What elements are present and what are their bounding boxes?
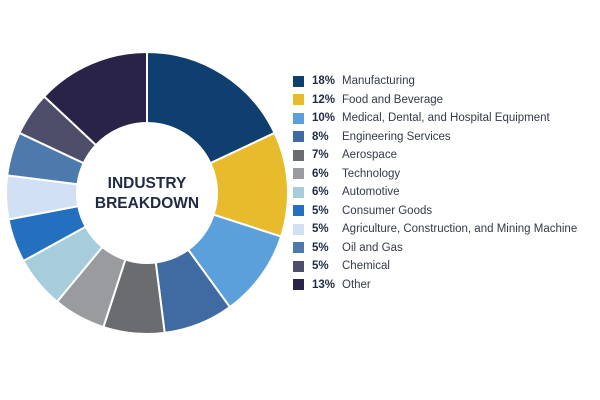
legend: 18% Manufacturing 12% Food and Beverage 10% M… xyxy=(293,72,598,294)
legend-percent: 5% xyxy=(312,241,329,254)
legend-item: 5% Consumer Goods xyxy=(293,202,598,221)
legend-item: 10% Medical, Dental, and Hospital Equipme… xyxy=(293,109,598,128)
legend-percent: 12% xyxy=(312,93,336,106)
legend-label: Agriculture, Construction, and Mining Ma… xyxy=(342,223,578,236)
legend-percent: 18% xyxy=(312,75,336,88)
legend-swatch xyxy=(293,186,304,198)
legend-percent: 6% xyxy=(312,167,329,180)
legend-label: Manufacturing xyxy=(342,75,415,88)
legend-item: 6% Automotive xyxy=(293,183,598,202)
center-title-line-2: BREAKDOWN xyxy=(95,195,199,212)
legend-item: 8% Engineering Services xyxy=(293,128,598,147)
legend-item: 5% Agriculture, Construction, and Mining … xyxy=(293,220,598,239)
legend-swatch xyxy=(293,94,304,106)
legend-label: Other xyxy=(342,278,371,291)
legend-label: Oil and Gas xyxy=(342,241,403,254)
legend-swatch xyxy=(293,260,304,272)
legend-item: 18% Manufacturing xyxy=(293,72,598,91)
donut-chart: INDUSTRY BREAKDOWN xyxy=(5,50,289,335)
legend-percent: 5% xyxy=(312,260,329,273)
legend-swatch xyxy=(293,112,304,124)
legend-label: Consumer Goods xyxy=(342,204,433,217)
legend-swatch xyxy=(293,131,304,143)
legend-item: 7% Aerospace xyxy=(293,146,598,165)
legend-label: Automotive xyxy=(342,186,400,199)
legend-label: Food and Beverage xyxy=(342,93,444,106)
legend-label: Engineering Services xyxy=(342,130,451,143)
legend-item: 6% Technology xyxy=(293,165,598,184)
legend-item: 5% Chemical xyxy=(293,257,598,276)
donut-slice-manufacturing xyxy=(146,50,276,165)
legend-swatch xyxy=(293,149,304,161)
legend-percent: 8% xyxy=(312,130,329,143)
legend-swatch xyxy=(293,279,304,291)
legend-swatch xyxy=(293,223,304,235)
legend-percent: 6% xyxy=(312,186,329,199)
donut-slice-other xyxy=(42,50,148,147)
legend-label: Aerospace xyxy=(342,149,397,162)
legend-item: 5% Oil and Gas xyxy=(293,239,598,258)
legend-percent: 10% xyxy=(312,112,336,125)
legend-percent: 5% xyxy=(312,223,329,236)
legend-label: Medical, Dental, and Hospital Equipment xyxy=(342,112,550,125)
legend-swatch xyxy=(293,168,304,180)
legend-percent: 13% xyxy=(312,278,336,291)
legend-percent: 7% xyxy=(312,149,329,162)
legend-swatch xyxy=(293,75,304,87)
legend-label: Technology xyxy=(342,167,401,180)
legend-item: 13% Other xyxy=(293,276,598,295)
center-title-line-1: INDUSTRY xyxy=(108,175,187,192)
donut-slices xyxy=(5,50,289,335)
legend-swatch xyxy=(293,242,304,254)
legend-swatch xyxy=(293,205,304,217)
legend-item: 12% Food and Beverage xyxy=(293,91,598,110)
legend-label: Chemical xyxy=(342,260,390,273)
legend-percent: 5% xyxy=(312,204,329,217)
